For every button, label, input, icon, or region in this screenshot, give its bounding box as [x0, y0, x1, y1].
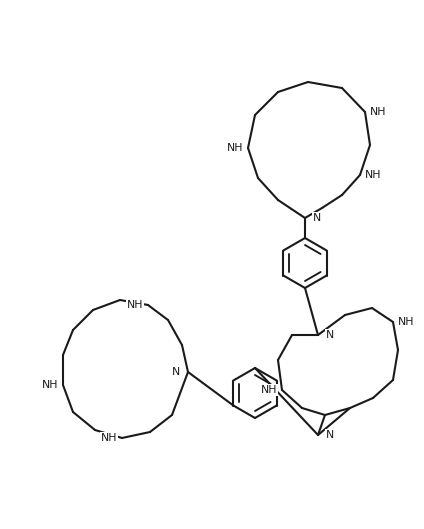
Text: N: N — [172, 367, 180, 377]
Text: NH: NH — [126, 300, 143, 310]
Text: NH: NH — [365, 170, 382, 180]
Text: NH: NH — [398, 317, 415, 327]
Text: N: N — [313, 213, 321, 223]
Text: NH: NH — [226, 143, 243, 153]
Text: NH: NH — [100, 433, 117, 443]
Text: NH: NH — [42, 380, 58, 390]
Text: NH: NH — [370, 107, 387, 117]
Text: N: N — [326, 330, 334, 340]
Text: N: N — [326, 430, 334, 440]
Text: NH: NH — [260, 385, 277, 395]
